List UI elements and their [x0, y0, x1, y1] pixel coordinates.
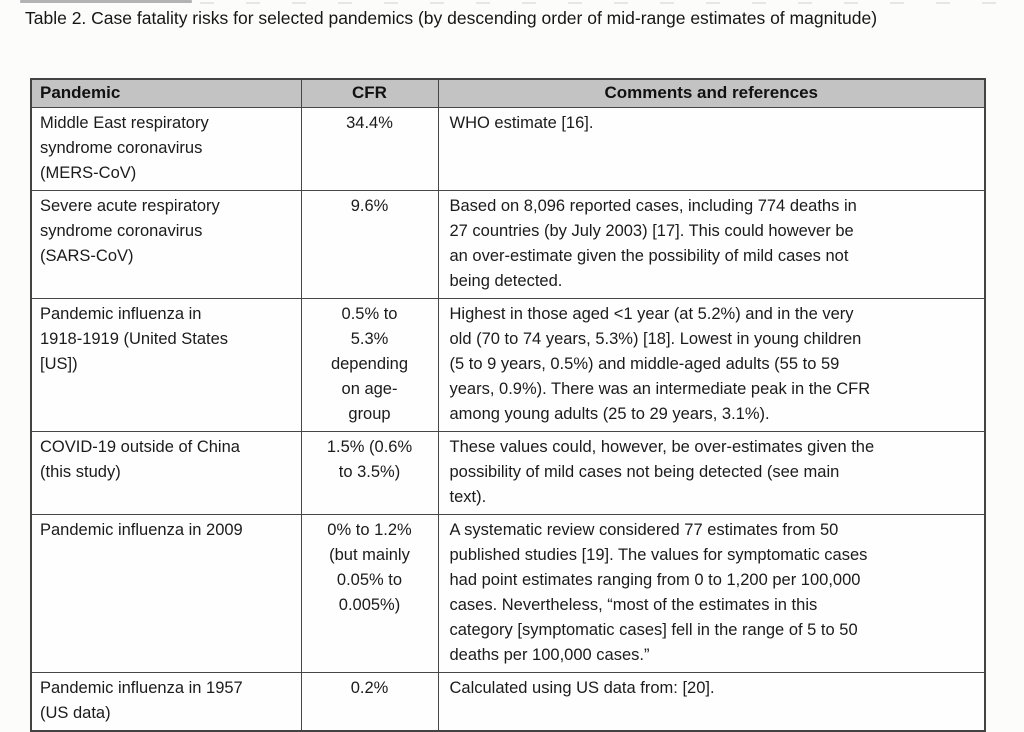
table-row: Pandemic influenza in 1957 (US data) 0.2…	[30, 671, 986, 731]
table-row: Severe acute respiratory syndrome corona…	[30, 189, 986, 299]
pandemic-cell: Pandemic influenza in 1957 (US data)	[30, 671, 302, 731]
cfr-cell: 9.6%	[300, 189, 439, 299]
pandemic-cell: Pandemic influenza in 1918-1919 (United …	[30, 297, 302, 432]
comments-cell: Calculated using US data from: [20].	[437, 671, 986, 731]
table-header-row: Pandemic CFR Comments and references	[30, 78, 986, 108]
table-row: Middle East respiratory syndrome coronav…	[30, 106, 986, 191]
pandemic-cell: Severe acute respiratory syndrome corona…	[30, 189, 302, 299]
case-fatality-table: Pandemic CFR Comments and references Mid…	[30, 78, 986, 732]
scan-noise-artifact	[200, 2, 1000, 4]
comments-cell: Based on 8,096 reported cases, including…	[437, 189, 986, 299]
table-row: COVID-19 outside of China (this study) 1…	[30, 430, 986, 515]
table-row: Pandemic influenza in 1918-1919 (United …	[30, 297, 986, 432]
column-header-pandemic: Pandemic	[30, 78, 302, 108]
cfr-cell: 34.4%	[300, 106, 439, 191]
cfr-cell: 1.5% (0.6% to 3.5%)	[300, 430, 439, 515]
table-caption: Table 2. Case fatality risks for selecte…	[25, 8, 878, 28]
comments-cell: Highest in those aged <1 year (at 5.2%) …	[437, 297, 986, 432]
cfr-cell: 0% to 1.2% (but mainly 0.05% to 0.005%)	[300, 513, 439, 673]
cfr-cell: 0.5% to 5.3% depending on age- group	[300, 297, 439, 432]
pandemic-cell: Pandemic influenza in 2009	[30, 513, 302, 673]
document-page: Table 2. Case fatality risks for selecte…	[20, 0, 1000, 732]
pandemic-cell: COVID-19 outside of China (this study)	[30, 430, 302, 515]
comments-cell: A systematic review considered 77 estima…	[437, 513, 986, 673]
column-header-cfr: CFR	[300, 78, 439, 108]
comments-cell: WHO estimate [16].	[437, 106, 986, 191]
cropped-text-artifact	[20, 0, 192, 3]
column-header-comments: Comments and references	[437, 78, 986, 108]
table-row: Pandemic influenza in 2009 0% to 1.2% (b…	[30, 513, 986, 673]
pandemic-cell: Middle East respiratory syndrome coronav…	[30, 106, 302, 191]
comments-cell: These values could, however, be over-est…	[437, 430, 986, 515]
cfr-cell: 0.2%	[300, 671, 439, 731]
